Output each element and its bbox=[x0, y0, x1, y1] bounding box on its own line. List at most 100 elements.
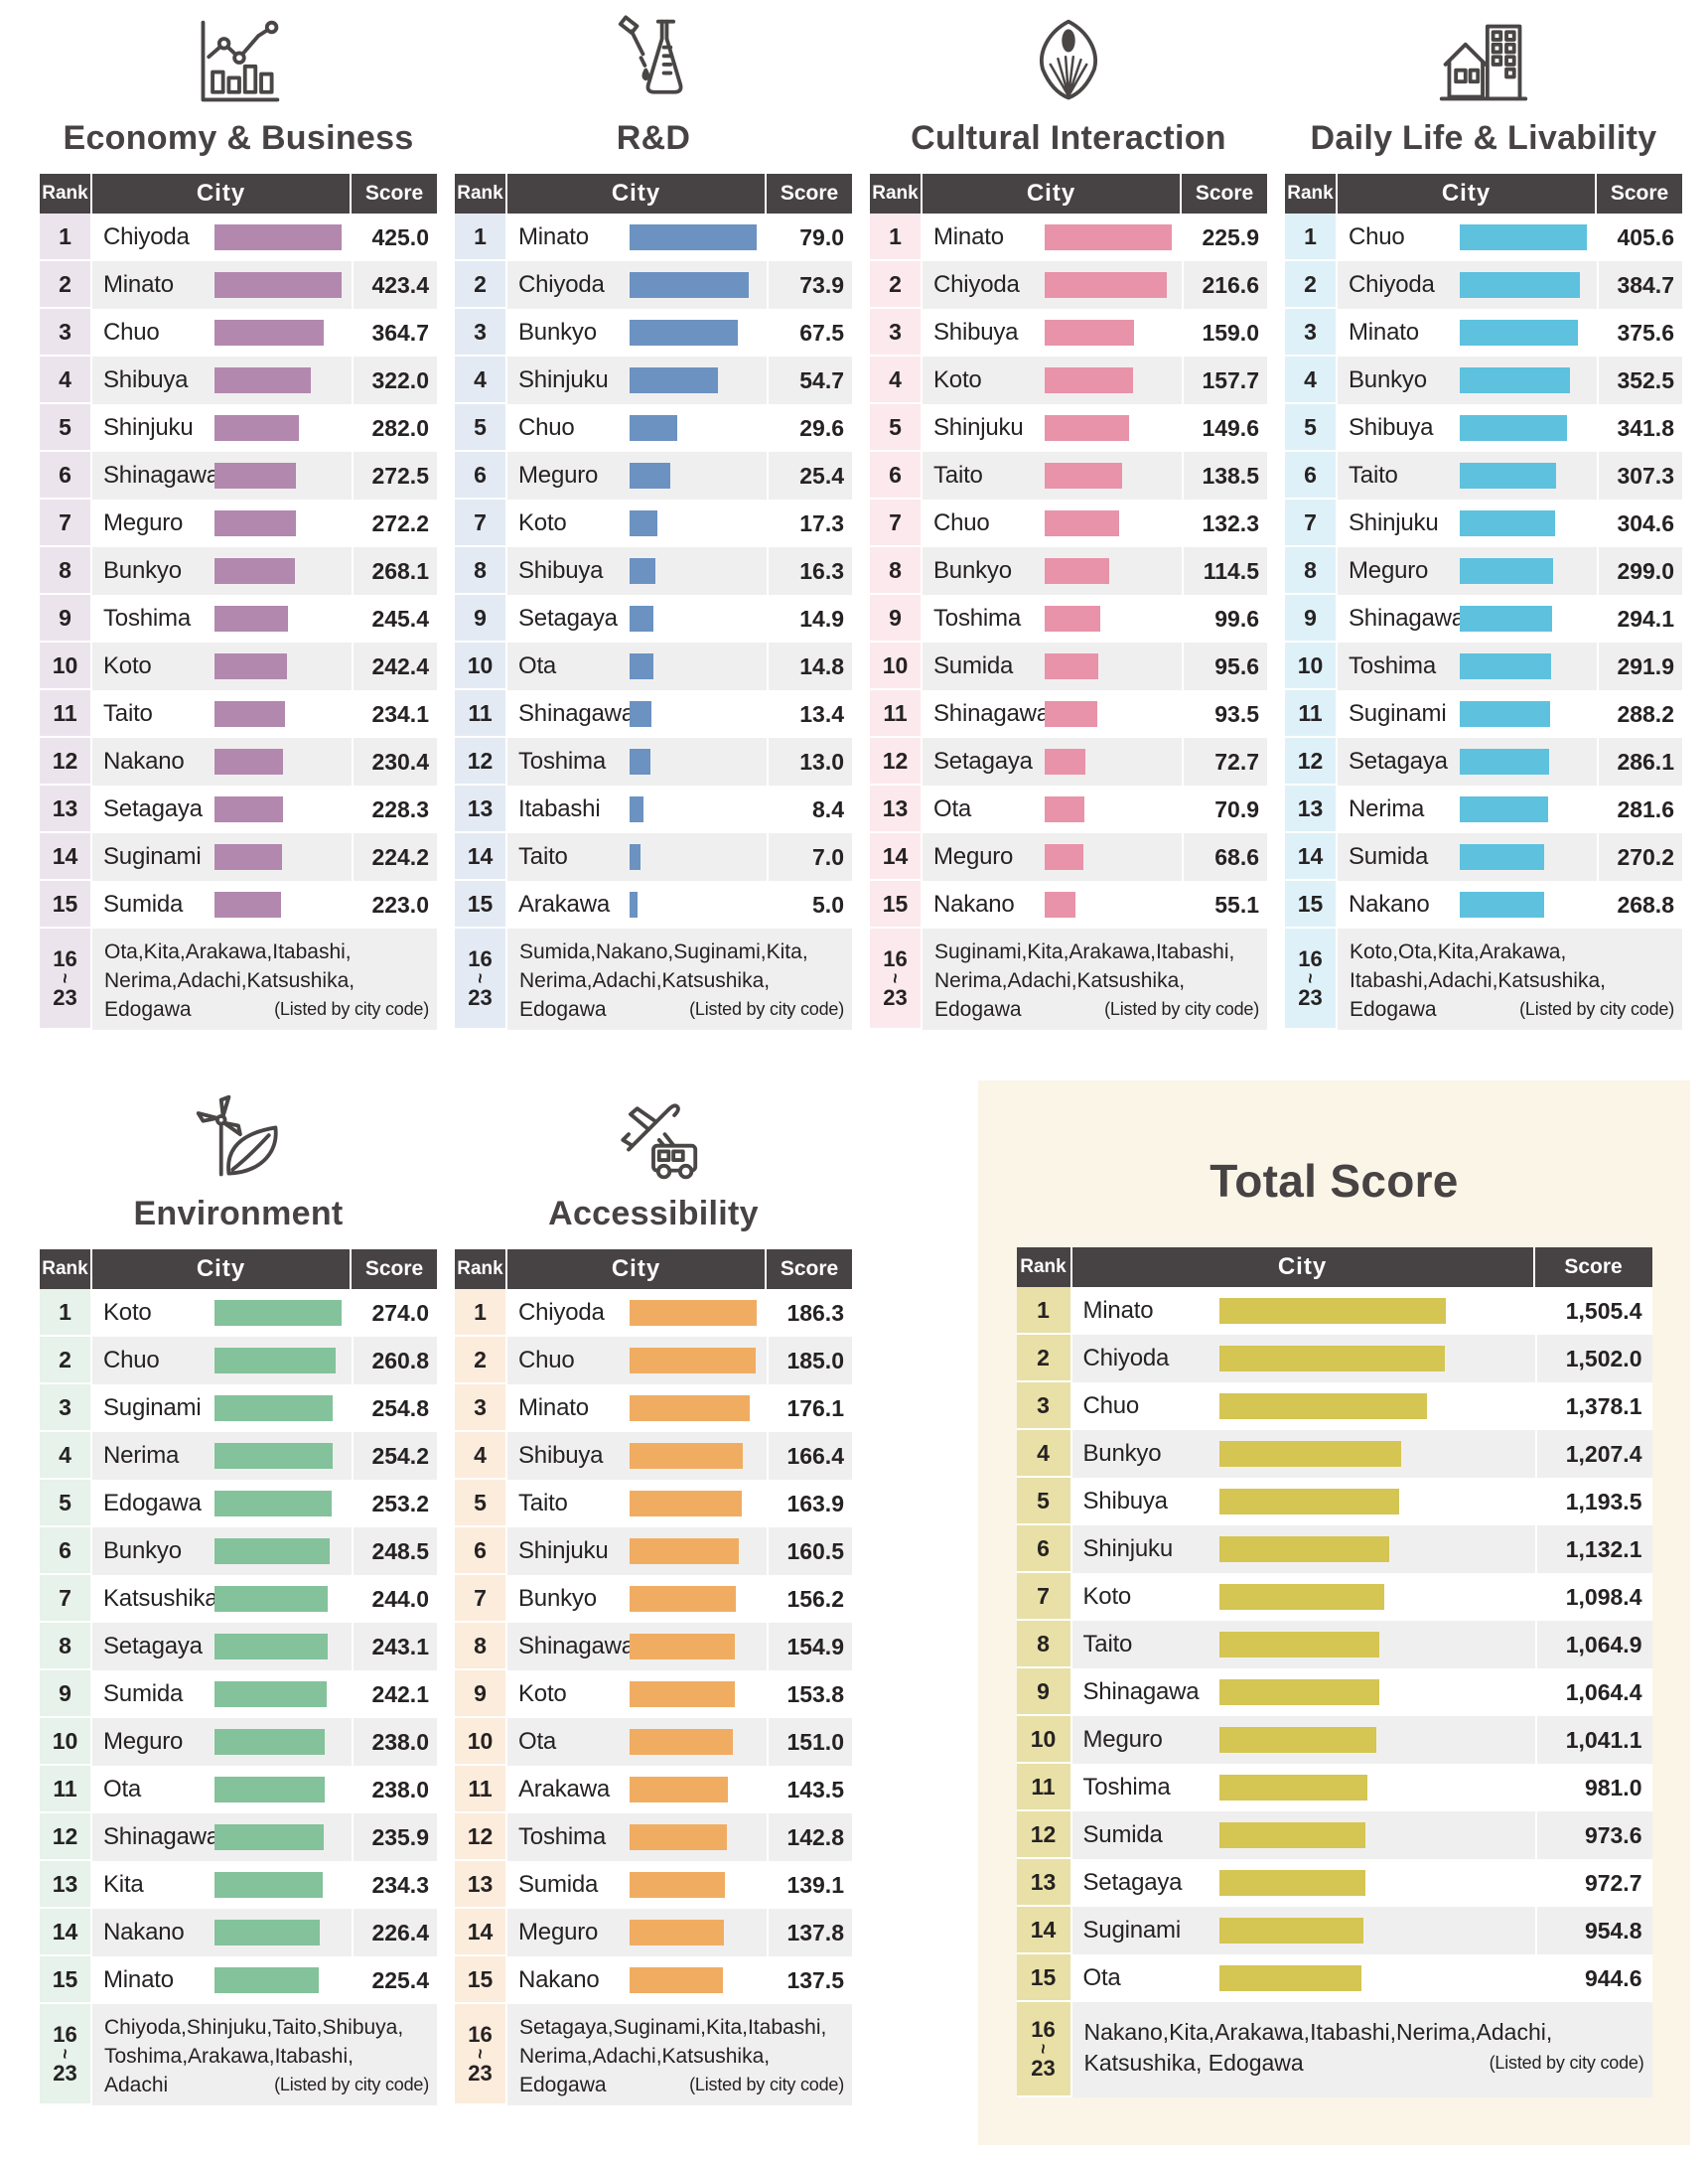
score-bar bbox=[630, 892, 638, 918]
city-cell: Taito bbox=[1338, 452, 1597, 500]
score-bar bbox=[630, 1777, 728, 1802]
rank-cell: 11 bbox=[455, 690, 507, 738]
rank-cell: 6 bbox=[1285, 452, 1338, 500]
score-bar bbox=[1460, 272, 1580, 298]
city-cell: Toshima bbox=[92, 595, 352, 643]
rank-cell: 9 bbox=[455, 1670, 507, 1718]
rank-cell: 6 bbox=[455, 452, 507, 500]
score-bar bbox=[1045, 367, 1133, 393]
city-cell: Shinagawa bbox=[1072, 1668, 1535, 1716]
overflow-cities-text: Setagaya,Suginami,Kita,Itabashi, bbox=[519, 2016, 827, 2039]
overflow-cities-text: Sumida,Nakano,Suginami,Kita, bbox=[519, 940, 808, 963]
table-row: 9 Setagaya 14.9 bbox=[455, 595, 852, 643]
city-cell: Chuo bbox=[92, 1337, 352, 1384]
city-cell: Shinjuku bbox=[1338, 500, 1597, 547]
score-value: 364.7 bbox=[352, 309, 437, 357]
score-value: 29.6 bbox=[767, 404, 852, 452]
city-name: Bunkyo bbox=[103, 557, 182, 584]
city-cell: Taito bbox=[507, 833, 767, 881]
city-cell: Kita bbox=[92, 1861, 352, 1909]
city-name: Meguro bbox=[518, 462, 599, 489]
table-row-overflow: 16 ~23 Setagaya,Suginami,Kita,Itabashi, Ner… bbox=[455, 2004, 852, 2105]
table-row: 10 Meguro 238.0 bbox=[40, 1718, 437, 1766]
rank-cell: 8 bbox=[455, 1623, 507, 1670]
rank-cell: 8 bbox=[40, 547, 92, 595]
table-row: 2 Chiyoda 384.7 bbox=[1285, 261, 1682, 309]
city-name: Ota bbox=[933, 795, 972, 822]
score-value: 1,502.0 bbox=[1534, 1335, 1652, 1382]
score-bar bbox=[630, 510, 657, 536]
score-bar bbox=[1045, 796, 1084, 822]
rank-cell: 9 bbox=[40, 595, 92, 643]
city-cell: Chiyoda bbox=[1072, 1335, 1535, 1382]
rank-cell: 6 bbox=[40, 452, 92, 500]
score-value: 260.8 bbox=[352, 1337, 437, 1384]
city-cell: Chuo bbox=[1072, 1382, 1535, 1430]
table-row-overflow: 16 ~23 Ota,Kita,Arakawa,Itabashi, Nerima,Ad… bbox=[40, 929, 437, 1030]
overflow-cities-text: Ota,Kita,Arakawa,Itabashi, bbox=[104, 940, 352, 963]
score-bar bbox=[630, 1491, 742, 1516]
overflow-cities-text: Chiyoda,Shinjuku,Taito,Shibuya, bbox=[104, 2016, 404, 2039]
score-bar bbox=[214, 1777, 325, 1802]
score-bar bbox=[630, 653, 653, 679]
column-header-score: Score bbox=[364, 182, 424, 205]
score-bar bbox=[1218, 1775, 1367, 1801]
city-cell: Koto bbox=[507, 500, 767, 547]
score-value: 981.0 bbox=[1534, 1764, 1652, 1811]
score-value: 341.8 bbox=[1597, 404, 1682, 452]
rank-cell: 14 bbox=[40, 1909, 92, 1956]
score-value: 254.2 bbox=[352, 1432, 437, 1480]
city-cell: Chiyoda bbox=[507, 1289, 767, 1337]
table-row: 1 Minato 225.9 bbox=[870, 214, 1267, 261]
table-row: 10 Toshima 291.9 bbox=[1285, 643, 1682, 690]
rank-cell: 11 bbox=[40, 1766, 92, 1813]
score-bar bbox=[1045, 892, 1075, 918]
rank-cell: 1 bbox=[40, 214, 92, 261]
rank-cell: 9 bbox=[870, 595, 923, 643]
city-cell: Meguro bbox=[92, 1718, 352, 1766]
table-row: 10 Koto 242.4 bbox=[40, 643, 437, 690]
ranking-table: Rank City Score 1 Minato 225.9 2 Chiyoda 216.6 3 S… bbox=[870, 174, 1267, 1030]
score-bar bbox=[630, 1681, 735, 1707]
city-cell: Chuo bbox=[1338, 214, 1597, 261]
rank-cell: 1 bbox=[1285, 214, 1338, 261]
city-cell: Nerima bbox=[92, 1432, 352, 1480]
city-name: Kita bbox=[103, 1871, 144, 1898]
city-name: Suginami bbox=[103, 843, 202, 870]
score-value: 216.6 bbox=[1182, 261, 1267, 309]
table-row: 7 Chuo 132.3 bbox=[870, 500, 1267, 547]
listed-by-note: (Listed by city code) bbox=[274, 2075, 429, 2094]
rank-cell: 1 bbox=[40, 1289, 92, 1337]
overflow-cities-line: Nerima,Adachi,Katsushika, bbox=[934, 966, 1259, 995]
score-value: 1,207.4 bbox=[1534, 1430, 1652, 1478]
score-value: 238.0 bbox=[352, 1718, 437, 1766]
city-cell: Shibuya bbox=[1338, 404, 1597, 452]
score-value: 25.4 bbox=[767, 452, 852, 500]
house-buildings-icon bbox=[1285, 10, 1682, 115]
city-cell: Chiyoda bbox=[92, 214, 352, 261]
city-cell: Arakawa bbox=[507, 1766, 767, 1813]
overflow-cities-text: Katsushika, Edogawa bbox=[1083, 2050, 1304, 2076]
city-cell: Shinjuku bbox=[1072, 1525, 1535, 1573]
city-name: Setagaya bbox=[103, 795, 203, 822]
listed-by-note: (Listed by city code) bbox=[1104, 999, 1259, 1019]
score-value: 223.0 bbox=[352, 881, 437, 929]
rank-range-tilde-icon: ~ bbox=[470, 972, 491, 984]
city-cell: Suginami bbox=[1072, 1907, 1535, 1954]
table-row: 1 Chiyoda 425.0 bbox=[40, 214, 437, 261]
rank-cell: 10 bbox=[455, 643, 507, 690]
city-cell: Chiyoda bbox=[1338, 261, 1597, 309]
city-cell: Shinjuku bbox=[507, 357, 767, 404]
rank-cell: 13 bbox=[870, 786, 923, 833]
city-name: Nakano bbox=[518, 1966, 600, 1993]
score-value: 7.0 bbox=[767, 833, 852, 881]
overflow-cities-text: Edogawa bbox=[519, 998, 607, 1021]
city-cell: Minato bbox=[507, 1384, 767, 1432]
table-row: 4 Bunkyo 352.5 bbox=[1285, 357, 1682, 404]
score-value: 234.1 bbox=[352, 690, 437, 738]
score-bar bbox=[214, 367, 311, 393]
overflow-cities-line: Nakano,Kita,Arakawa,Itabashi,Nerima,Adac… bbox=[1084, 2017, 1644, 2048]
city-cell: Toshima bbox=[507, 1813, 767, 1861]
table-header: Rank City Score bbox=[1285, 174, 1682, 214]
score-bar bbox=[1218, 1965, 1361, 1991]
